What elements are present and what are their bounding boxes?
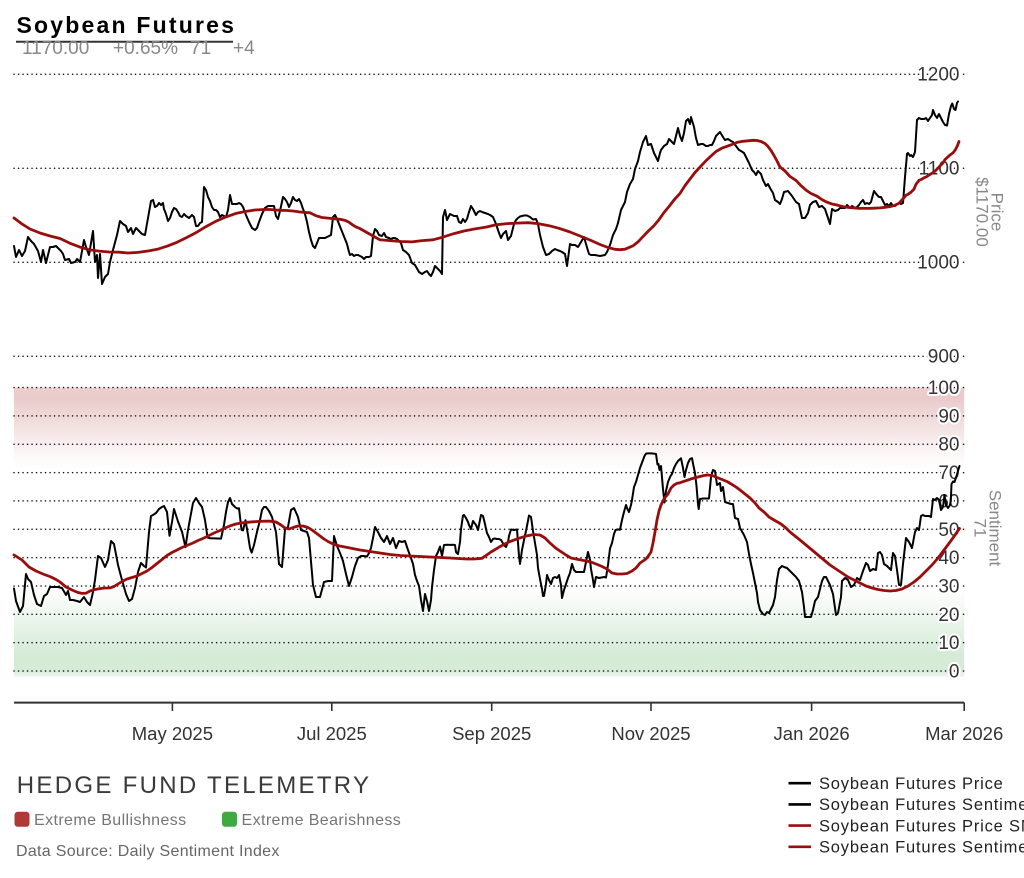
svg-text:Sentiment71: Sentiment71 [971,490,1005,567]
svg-text:71: 71 [190,38,211,59]
svg-text:100: 100 [928,378,960,399]
svg-text:Jan 2026: Jan 2026 [774,723,850,744]
svg-text:1170.00: 1170.00 [22,38,89,59]
svg-text:+0.65%: +0.65% [113,38,178,59]
svg-text:Extreme Bullishness: Extreme Bullishness [34,812,187,829]
svg-text:Price$1170.00: Price$1170.00 [973,177,1007,247]
svg-text:Mar 2026: Mar 2026 [925,723,1003,744]
svg-text:Soybean Futures: Soybean Futures [17,12,237,38]
svg-text:Soybean Futures Sentiment: Soybean Futures Sentiment [819,796,1024,814]
svg-text:1000: 1000 [917,253,959,274]
svg-text:Extreme Bearishness: Extreme Bearishness [242,812,402,829]
svg-text:Nov 2025: Nov 2025 [611,723,690,744]
svg-text:Soybean Futures Price: Soybean Futures Price [819,775,1004,793]
svg-text:Data Source: Daily Sentiment I: Data Source: Daily Sentiment Index [16,843,280,860]
svg-text:40: 40 [938,548,959,569]
svg-text:30: 30 [938,577,959,598]
svg-text:80: 80 [938,435,959,456]
svg-text:0: 0 [949,662,960,683]
svg-text:Soybean Futures Sentiment SMA: Soybean Futures Sentiment SMA [819,839,1024,857]
svg-text:20: 20 [938,605,959,626]
svg-text:Jul 2025: Jul 2025 [297,723,367,744]
svg-text:10: 10 [938,633,959,654]
svg-text:Soybean Futures Price SMA: Soybean Futures Price SMA [819,817,1024,835]
svg-text:1200: 1200 [917,65,959,86]
svg-text:May 2025: May 2025 [132,723,213,744]
svg-text:900: 900 [928,347,960,368]
svg-text:90: 90 [938,406,959,427]
svg-text:+4: +4 [233,38,255,59]
svg-text:Sep 2025: Sep 2025 [452,723,531,744]
svg-text:HEDGE FUND TELEMETRY: HEDGE FUND TELEMETRY [17,772,372,799]
svg-text:60: 60 [938,491,959,512]
svg-text:50: 50 [938,520,959,541]
